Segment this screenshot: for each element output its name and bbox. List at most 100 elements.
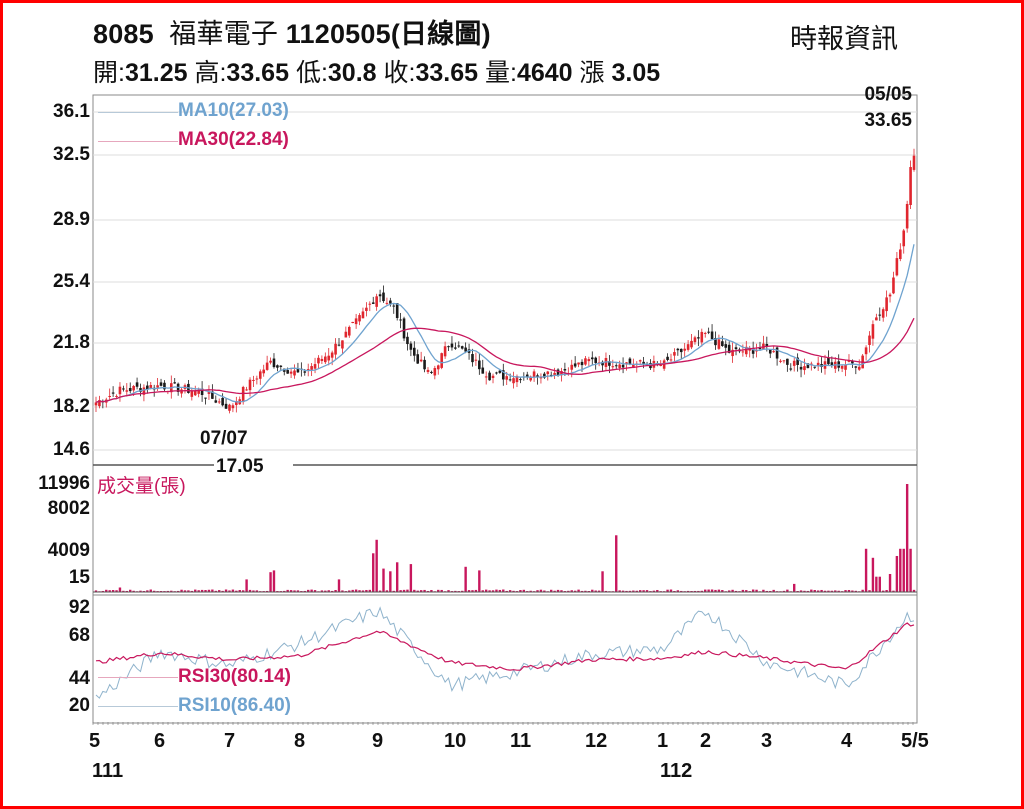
candle-body [327, 355, 331, 361]
candle-body [460, 346, 464, 349]
volume-bar [385, 590, 389, 592]
ma10-line [95, 244, 915, 404]
candle-body [115, 395, 118, 397]
volume-bar [844, 590, 847, 592]
candle-body [217, 401, 221, 403]
candle-body [139, 388, 142, 392]
candle-body [252, 379, 255, 381]
close-label: 收: [383, 59, 416, 87]
candle-body [621, 364, 625, 368]
candle-body [810, 363, 813, 365]
candle-body [758, 347, 762, 350]
candle-body [892, 277, 895, 294]
candle-body [389, 300, 392, 304]
x-axis-tick: 10 [444, 730, 467, 752]
candle-body [611, 366, 615, 368]
candle-body [351, 321, 354, 324]
volume-bar [635, 590, 638, 592]
volume-bar [269, 572, 272, 592]
volume-bar [591, 589, 594, 592]
candle-body [515, 376, 519, 383]
volume-bar [176, 590, 180, 592]
price-axis-tick: 28.9 [53, 209, 90, 230]
candle-body [276, 365, 279, 368]
volume-bar [365, 589, 368, 592]
candle-body [775, 347, 779, 359]
candle-body [714, 337, 717, 346]
volume-bar [375, 539, 378, 592]
volume-bar [361, 590, 365, 592]
rsi30-legend: RSI30(80.14) [178, 666, 292, 687]
candle-body [847, 360, 851, 362]
volume-bar [786, 589, 789, 592]
x-axis-tick: 1 [657, 730, 669, 752]
rsi10-legend-line [98, 706, 178, 707]
ohlc-summary: 開:31.25 高:33.65 低:30.8 收:33.65 量:4640 漲 … [93, 53, 660, 89]
candle-body [159, 382, 163, 386]
change-label: 漲 [579, 59, 605, 87]
candle-body [108, 395, 111, 397]
candle-body [912, 155, 916, 170]
volume-bar [139, 590, 142, 592]
volume-bar [488, 590, 491, 592]
volume-bar [707, 589, 710, 592]
volume-bar [125, 590, 129, 592]
candle-body [570, 364, 574, 370]
volume-bar [392, 590, 395, 592]
candle-body [132, 385, 135, 391]
volume-bar [118, 587, 122, 592]
candle-body [686, 344, 690, 350]
candle-body [642, 361, 645, 364]
volume-bar [409, 564, 413, 592]
candle-body [142, 387, 146, 395]
candle-body [419, 359, 423, 362]
volume-bar [218, 590, 221, 592]
volume-bar [358, 590, 361, 592]
volume-bar [601, 571, 604, 592]
stock-code: 8085 [93, 19, 154, 49]
volume-bar [905, 484, 909, 592]
low-date-annotation: 07/07 [200, 428, 248, 449]
candle-body [368, 303, 372, 305]
candle-body [190, 391, 194, 397]
candle-body [553, 372, 556, 376]
volume-bar [170, 590, 173, 592]
volume-bar [820, 589, 823, 592]
volume-bar [235, 590, 238, 592]
volume-bar [881, 590, 885, 592]
candle-body [806, 363, 810, 369]
candle-body [454, 347, 457, 349]
volume-bar [430, 589, 433, 592]
candle-body [440, 353, 443, 368]
candle-body [734, 347, 738, 350]
candle-body [344, 331, 348, 338]
rsi30-legend-line [98, 677, 178, 678]
volume-legend: 成交量(張) [97, 476, 186, 497]
candle-body [584, 358, 587, 365]
volume-bar [851, 590, 854, 592]
volume-bar [447, 590, 450, 592]
volume-bar [166, 590, 170, 592]
low-label: 低: [295, 59, 328, 87]
candle-body [895, 258, 899, 276]
volume-bar [382, 568, 385, 592]
volume-bar [341, 590, 344, 592]
candle-body [673, 352, 676, 356]
candle-body [669, 359, 673, 361]
volume-bar [419, 590, 423, 592]
volume-bar [101, 590, 105, 592]
candle-body [857, 366, 861, 370]
volume-bar [769, 590, 772, 592]
price-axis-tick: 25.4 [53, 271, 90, 292]
low-value: 30.8 [327, 59, 377, 87]
candle-body [693, 337, 697, 343]
candle-body [840, 365, 844, 369]
candle-body [768, 349, 772, 354]
volume-bar [327, 590, 330, 592]
open-value: 31.25 [124, 59, 188, 87]
volume-bar [283, 590, 286, 592]
volume-bar [94, 590, 98, 592]
volume-bar [471, 590, 474, 592]
volume-bar [560, 590, 563, 592]
volume-bar [115, 590, 118, 592]
